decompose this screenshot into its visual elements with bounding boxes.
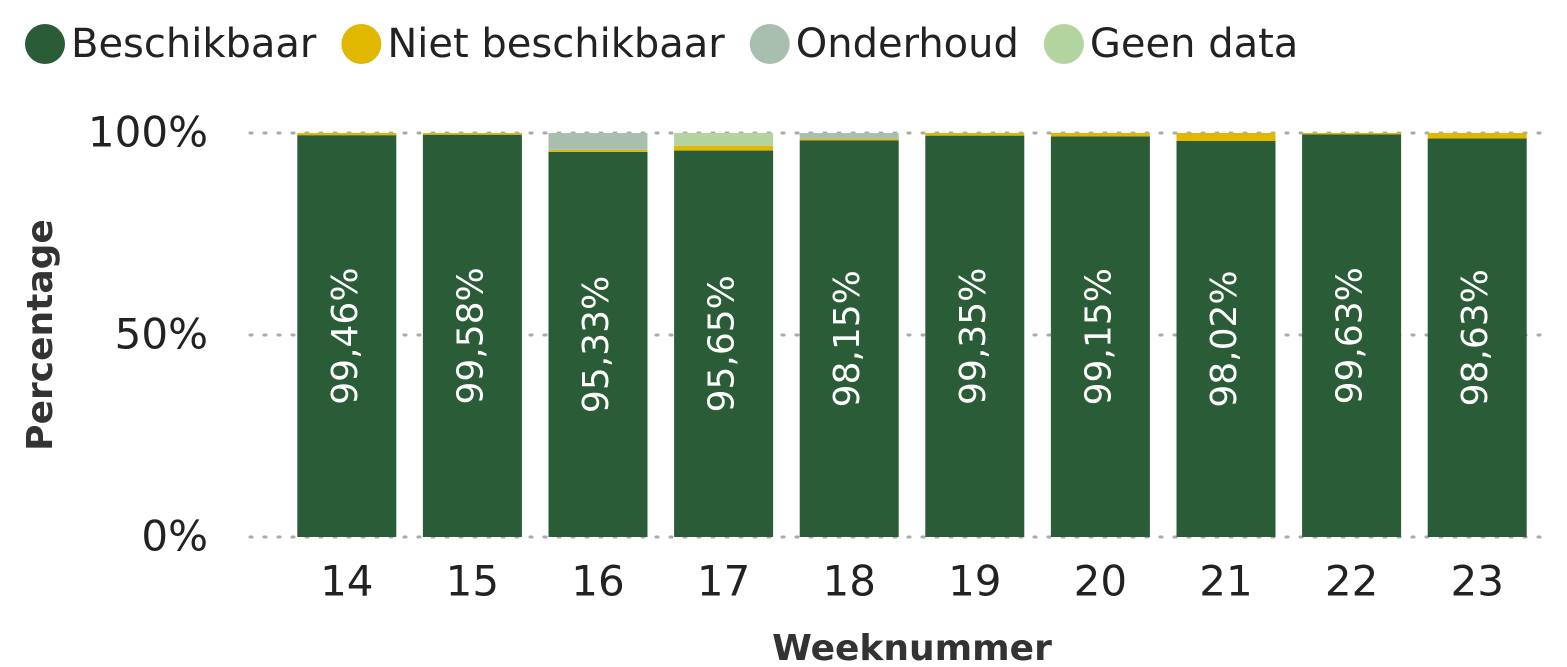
bar-segment: [422, 133, 522, 135]
x-tick-label: 14: [320, 557, 373, 606]
bar-segment: [1176, 140, 1276, 537]
y-tick-label: 100%: [88, 108, 208, 157]
legend-label: Beschikbaar: [71, 21, 317, 67]
bar-segment: [1050, 136, 1150, 537]
bar-segment: [1427, 138, 1527, 538]
bar-segment: [674, 133, 774, 146]
y-tick-label: 0%: [141, 512, 208, 561]
bar-segment: [799, 138, 899, 141]
legend-label: Onderhoud: [796, 21, 1019, 67]
x-tick-label: 17: [697, 557, 750, 606]
x-tick-label: 23: [1450, 557, 1503, 606]
bar-segment: [548, 133, 648, 150]
bar-segment: [925, 135, 1025, 537]
value-label: 98,63%: [1455, 269, 1496, 406]
bar-segment: [925, 133, 1025, 136]
x-tick-label: 21: [1199, 557, 1252, 606]
legend-swatch: [25, 24, 65, 64]
x-tick-label: 20: [1074, 557, 1127, 606]
bar-segment: [422, 134, 522, 538]
bar-segment: [548, 151, 648, 537]
value-label: 99,46%: [325, 267, 366, 404]
value-label: 95,65%: [702, 275, 743, 412]
bar-segment: [1302, 134, 1402, 537]
x-tick-label: 19: [948, 557, 1001, 606]
bar-segment: [799, 140, 899, 537]
bar-segment: [548, 149, 648, 152]
value-label: 99,35%: [953, 268, 994, 405]
bar-segment: [1302, 133, 1402, 135]
bar-segment: [297, 133, 397, 136]
bar-segment: [799, 133, 899, 139]
legend-swatch: [1043, 24, 1084, 64]
x-tick-label: 16: [571, 557, 624, 606]
y-axis-title: Percentage: [20, 219, 61, 451]
legend-swatch: [749, 24, 790, 64]
value-label: 99,15%: [1078, 268, 1119, 405]
bar-segment: [1176, 133, 1276, 141]
bar-segment: [674, 150, 774, 537]
value-label: 99,63%: [1330, 267, 1371, 404]
value-label: 95,33%: [576, 276, 617, 413]
bar-segment: [1050, 133, 1150, 137]
x-tick-label: 22: [1325, 557, 1378, 606]
bar-segment: [674, 145, 774, 151]
legend-label: Geen data: [1090, 21, 1298, 67]
y-tick-label: 50%: [115, 310, 208, 359]
value-label: 99,58%: [450, 267, 491, 404]
bar-segment: [297, 135, 397, 538]
legend-label: Niet beschikbaar: [387, 21, 725, 67]
x-tick-label: 18: [822, 557, 875, 606]
x-axis-title: Weeknummer: [772, 628, 1052, 667]
value-label: 98,02%: [1204, 270, 1245, 407]
value-label: 98,15%: [827, 270, 868, 407]
legend-swatch: [341, 24, 382, 64]
bar-segment: [1427, 133, 1527, 139]
x-tick-label: 15: [446, 557, 499, 606]
